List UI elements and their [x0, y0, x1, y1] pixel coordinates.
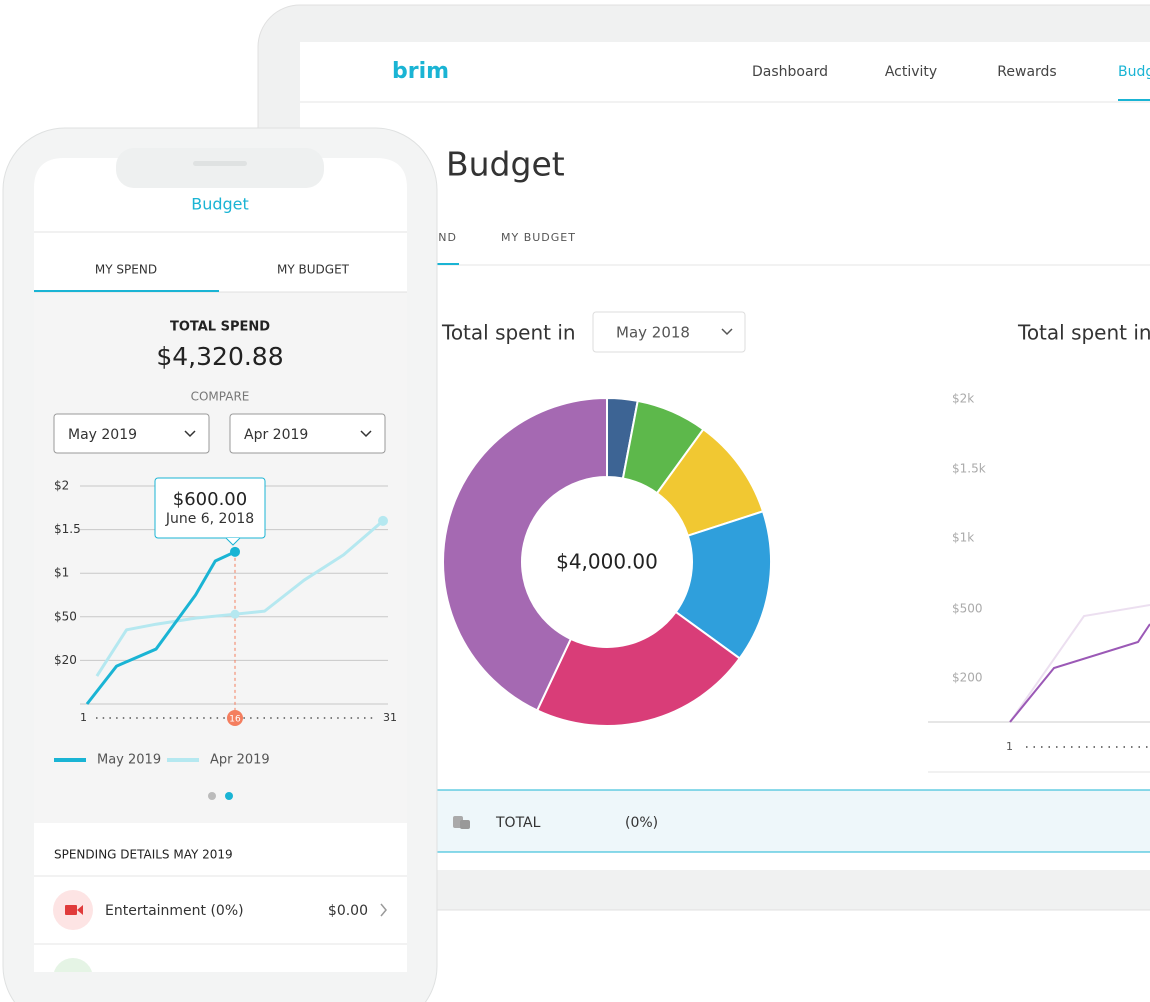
compare-label: COMPARE [191, 390, 250, 404]
logo[interactable]: brim [392, 59, 449, 84]
detail-label[interactable]: Entertainment (0%) [105, 903, 244, 919]
tooltip-pointer [225, 537, 241, 546]
coins-icon [453, 816, 470, 829]
phone: Budget MY SPEND MY BUDGET TOTAL SPEND $4… [2, 127, 438, 1002]
total-percent: (0%) [625, 815, 658, 831]
chevron [721, 328, 733, 336]
pager-dot [208, 792, 216, 800]
phone-tabs [34, 232, 407, 292]
tablet: brim Dashboard Activity Rewards Budget B… [257, 4, 1150, 911]
tooltip [154, 477, 266, 539]
x-tick-label: 1 [80, 711, 87, 724]
trend-title: Total spent in [1017, 321, 1150, 345]
legend-label: Apr 2019 [210, 753, 270, 768]
pager-dot-active [225, 792, 233, 800]
camera-icon [77, 905, 83, 915]
compare-dropdown[interactable] [229, 413, 386, 454]
details-panel [34, 823, 407, 983]
trend-x-label: 1 [1006, 740, 1013, 753]
compare-value: Apr 2019 [244, 427, 308, 443]
total-label: TOTAL [495, 815, 541, 831]
x-tick-marker [227, 710, 243, 726]
details-title: SPENDING DETAILS MAY 2019 [54, 848, 233, 862]
phone-title: Budget [191, 195, 249, 214]
total-spend-value: $4,320.88 [156, 342, 283, 371]
y-tick-label: $20 [54, 653, 77, 667]
chevron [184, 430, 196, 438]
donut-segment [535, 610, 742, 727]
tab[interactable]: MY SPEND [95, 263, 157, 277]
trend-line-compare [1009, 604, 1150, 723]
y-tick-label: $1 [54, 566, 69, 580]
trend-y-label: $500 [952, 602, 983, 616]
trend-line [1009, 623, 1150, 723]
x-tick-label: 16 [229, 715, 241, 725]
trend-y-label: $2k [952, 392, 974, 406]
compare-point [230, 609, 240, 619]
chevron [360, 430, 372, 438]
trend-y-label: $1k [952, 531, 974, 545]
nav-item-active[interactable]: Budget [1118, 64, 1150, 80]
trend-y-label: $200 [952, 671, 983, 685]
total-spend-label: TOTAL SPEND [170, 320, 270, 335]
tooltip-value: $600.00 [173, 489, 247, 510]
nav-item[interactable]: Activity [885, 64, 937, 80]
tab[interactable]: MY BUDGET [277, 263, 350, 277]
spent-label: Total spent in [441, 321, 576, 345]
month-dropdown[interactable] [592, 311, 746, 353]
month-value: May 2018 [616, 324, 690, 342]
donut-segment [442, 396, 608, 712]
detail-amount: $0.00 [328, 903, 368, 919]
compare-dropdown[interactable] [53, 413, 210, 454]
camera-icon [65, 905, 77, 915]
compare-value: May 2019 [68, 427, 137, 443]
series-end [378, 515, 388, 526]
phone-chart: $2 $1.5 $1 $50 $20 1 16 31 Apr 2019 May 2019 $600.… [54, 477, 397, 800]
y-tick-label: $2 [54, 479, 69, 493]
notch [116, 148, 324, 188]
series-line [85, 550, 236, 705]
total-row [300, 790, 1150, 852]
x-tick-label: 31 [383, 711, 397, 724]
tab[interactable]: MY BUDGET [501, 231, 576, 244]
donut-center-label: $4,000.00 [556, 550, 658, 574]
legend-label: May 2019 [97, 753, 161, 768]
series-end [230, 546, 240, 557]
tooltip-date: June 6, 2018 [165, 511, 254, 527]
donut [442, 396, 772, 727]
nav-item[interactable]: Rewards [997, 64, 1056, 80]
phone-bezel-bottom [34, 972, 407, 1002]
speaker [193, 161, 247, 166]
chevron [380, 903, 387, 917]
phone-screen [34, 158, 407, 972]
nav-item[interactable]: Dashboard [752, 64, 828, 80]
trend-y-label: $1.5k [952, 462, 986, 476]
y-tick-label: $1.5 [54, 522, 81, 536]
page-title: Budget [446, 145, 565, 184]
y-tick-label: $50 [54, 609, 77, 623]
